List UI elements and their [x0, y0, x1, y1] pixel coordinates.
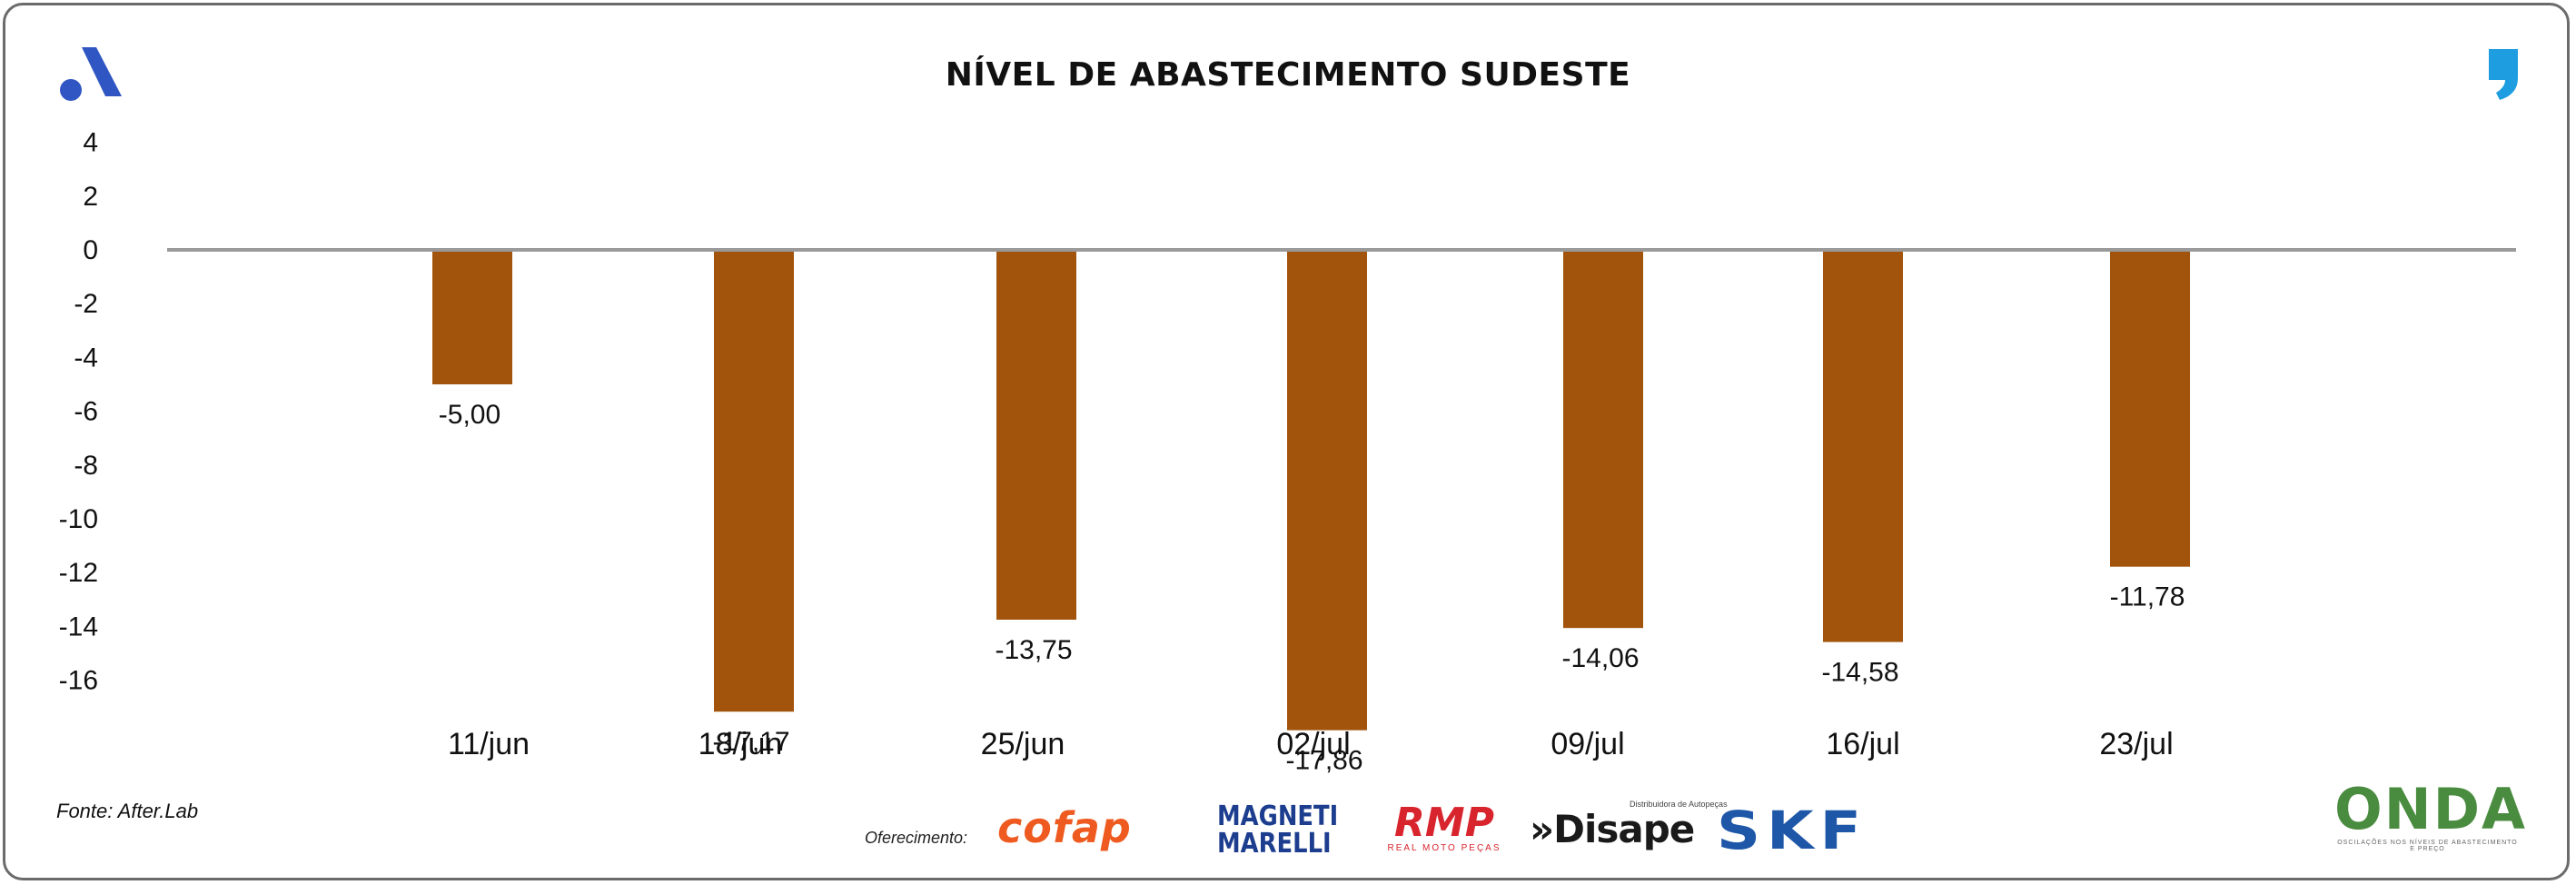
- x-tick-label: 25/jun: [981, 727, 1065, 761]
- bar: [1823, 250, 1903, 642]
- y-tick-label: 2: [83, 182, 98, 212]
- data-label: -5,00: [439, 400, 500, 430]
- rmp-name: RMP: [1394, 800, 1494, 846]
- x-tick-label: 02/jul: [1276, 727, 1350, 761]
- bar: [1563, 250, 1643, 629]
- y-tick-label: -12: [59, 558, 98, 588]
- x-tick-label: 11/jun: [448, 727, 530, 761]
- rmp-logo: RMP REAL MOTO PEÇAS: [1381, 800, 1508, 854]
- x-tick-label: 18/jun: [698, 727, 783, 761]
- bar-series: [432, 250, 2190, 731]
- onda-logo: ONDA OSCILAÇÕES NOS NÍVEIS DE ABASTECIME…: [2334, 776, 2528, 853]
- magneti-line1: MAGNETI: [1217, 800, 1339, 832]
- magneti-line2: MARELLI: [1217, 828, 1332, 860]
- onda-name: ONDA: [2334, 776, 2528, 842]
- magneti-marelli-logo: MAGNETI MARELLI: [1217, 800, 1339, 860]
- cofap-logo: cofap: [997, 803, 1132, 852]
- bar: [432, 250, 512, 384]
- data-label: -17,86: [1285, 746, 1362, 776]
- source-note: Fonte: After.Lab: [56, 800, 199, 822]
- y-tick-label: 4: [83, 128, 98, 158]
- bar: [996, 250, 1076, 620]
- a-logo-icon: [60, 47, 122, 101]
- data-label: -14,58: [1821, 658, 1898, 688]
- x-axis: 11/jun 18/jun 25/jun 02/jul 09/jul 16/jul 23/j…: [448, 727, 2174, 761]
- y-tick-label: -16: [59, 666, 98, 696]
- x-tick-label: 23/jul: [2099, 727, 2173, 761]
- data-label: -14,06: [1561, 643, 1639, 673]
- y-tick-label: -10: [59, 504, 98, 534]
- x-tick-label: 09/jul: [1551, 727, 1624, 761]
- rmp-subtitle: REAL MOTO PEÇAS: [1387, 843, 1501, 853]
- data-label: -11,78: [2110, 582, 2185, 612]
- y-tick-label: 0: [83, 235, 98, 265]
- data-label: -13,75: [995, 635, 1072, 665]
- y-tick-label: -6: [74, 397, 98, 427]
- bar: [1287, 250, 1367, 731]
- disape-logo: Distribuidora de Autopeças »Disape: [1530, 800, 1728, 850]
- y-tick-label: -8: [74, 451, 98, 481]
- value-labels: -5,00 -17,17 -13,75 -17,86 -14,06 -14,58 -11,7…: [439, 400, 2185, 776]
- sponsors-label: Oferecimento:: [865, 829, 968, 847]
- disape-name: »Disape: [1530, 807, 1695, 851]
- chart-title: NÍVEL DE ABASTECIMENTO SUDESTE: [945, 56, 1631, 94]
- y-axis: 4 2 0 -2 -4 -6 -8 -10 -12 -14 -16: [59, 128, 98, 696]
- y-tick-label: -2: [74, 289, 98, 319]
- y-tick-label: -4: [74, 343, 98, 373]
- onda-subtitle: OSCILAÇÕES NOS NÍVEIS DE ABASTECIMENTO E…: [2337, 840, 2518, 852]
- skf-logo: SKF: [1717, 800, 1868, 861]
- bar: [2110, 250, 2190, 567]
- x-tick-label: 16/jul: [1826, 727, 1899, 761]
- quote-logo-icon: [2489, 49, 2518, 100]
- data-label: -17,17: [712, 727, 789, 757]
- bar: [714, 250, 794, 712]
- y-tick-label: -14: [59, 612, 98, 641]
- disape-tagline: Distribuidora de Autopeças: [1630, 800, 1728, 809]
